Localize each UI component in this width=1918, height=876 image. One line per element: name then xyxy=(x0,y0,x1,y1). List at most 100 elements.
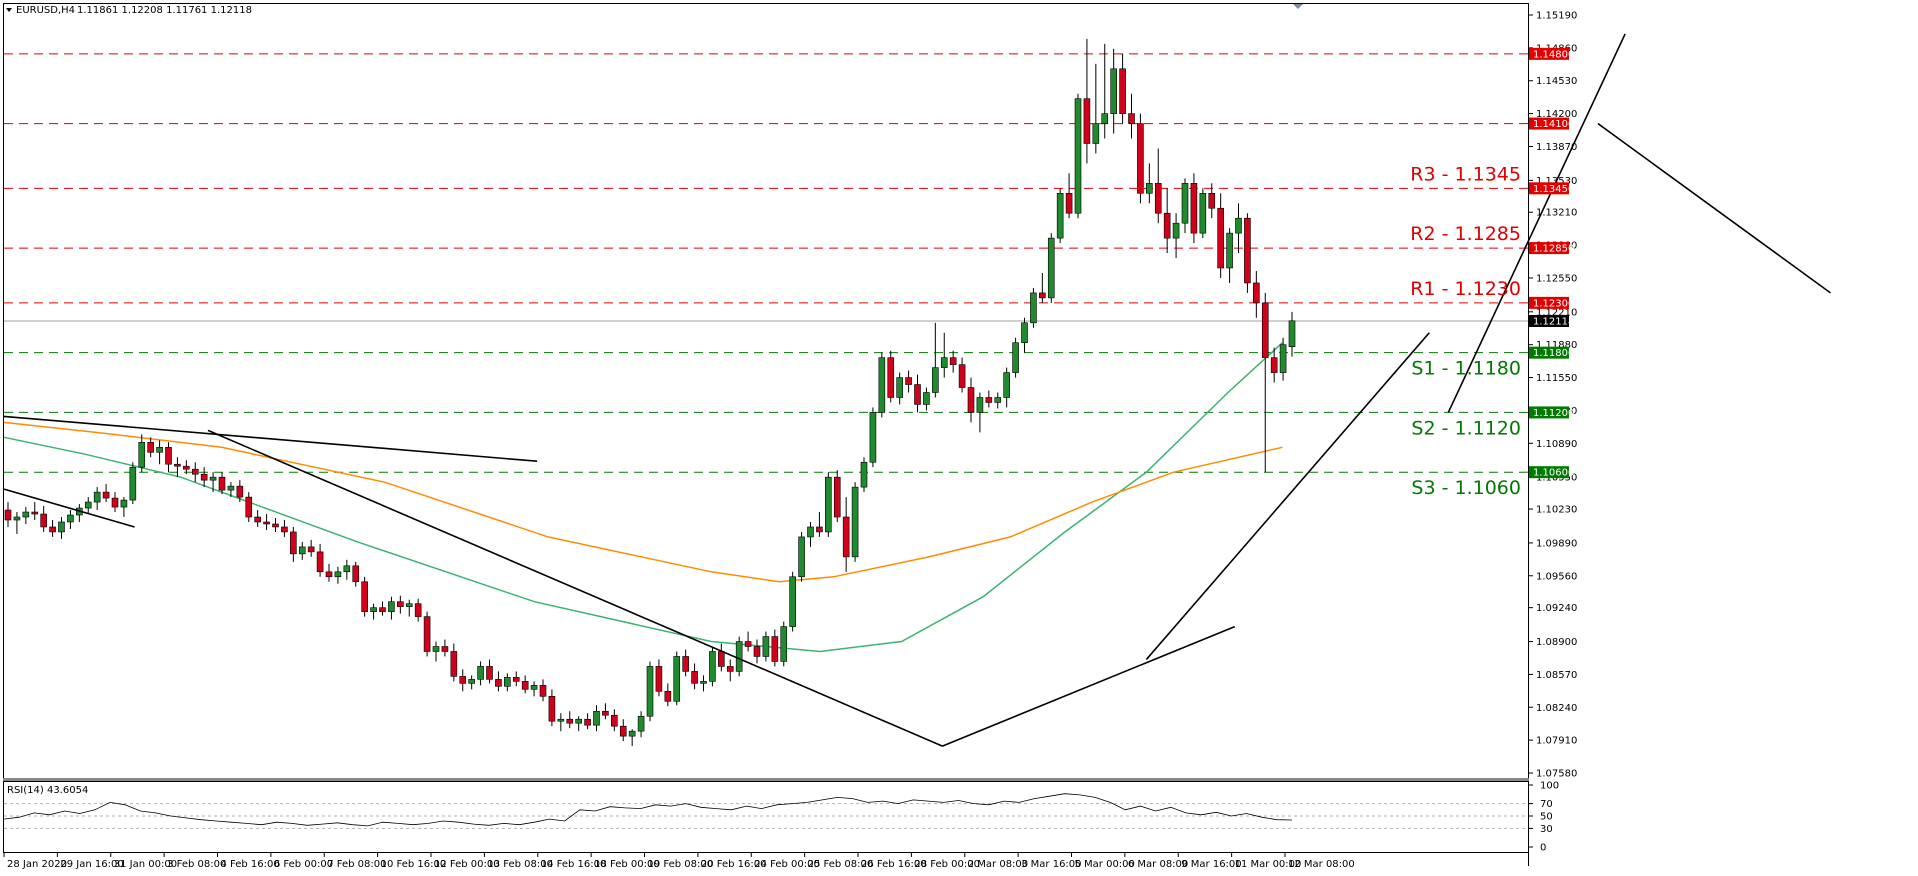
level-label-r2: R2 - 1.1285 xyxy=(1410,223,1521,245)
candle-bull xyxy=(334,571,342,578)
candle-bear xyxy=(1154,183,1162,214)
candle-bull xyxy=(1172,222,1180,239)
candle-bull xyxy=(1003,372,1010,398)
candle-bear xyxy=(744,641,752,647)
candle-bull xyxy=(878,357,886,413)
candle-bull xyxy=(84,501,92,509)
main-plot-frame xyxy=(3,3,1529,779)
time-tick-label: 29 Jan 16:00 xyxy=(60,859,123,870)
candle-bull xyxy=(628,730,636,737)
level-badge-text-r2: 1.12850 xyxy=(1533,244,1574,255)
candle-bull xyxy=(762,636,770,657)
trendline xyxy=(3,488,135,528)
candle-bull xyxy=(477,666,484,680)
scroll-marker-icon[interactable] xyxy=(1293,4,1303,9)
candle-bear xyxy=(1270,357,1278,373)
time-tick-label: 26 Feb 16:00 xyxy=(861,859,927,870)
candle-bear xyxy=(726,666,734,672)
candle-bear xyxy=(1253,282,1260,304)
trendline xyxy=(1447,33,1626,413)
candle-bear xyxy=(1261,302,1269,358)
candle-bear xyxy=(1065,192,1073,214)
price-tick-label: 1.08240 xyxy=(1536,703,1577,714)
candle-bear xyxy=(441,646,449,652)
time-tick-label: 19 Feb 08:00 xyxy=(648,859,714,870)
candle-bear xyxy=(539,685,547,697)
level-badge-text-l1480: 1.14800 xyxy=(1533,49,1574,60)
candle-bull xyxy=(637,715,645,732)
time-tick-label: 11 Mar 00:00 xyxy=(1235,859,1302,870)
price-tick-label: 1.07910 xyxy=(1536,736,1577,747)
time-tick-label: 3 Mar 16:00 xyxy=(1021,859,1081,870)
candle-bull xyxy=(1279,344,1287,373)
candle-bear xyxy=(842,516,850,558)
candle-bear xyxy=(1217,207,1224,269)
candle-bull xyxy=(156,446,163,453)
price-tick-label: 1.09890 xyxy=(1536,538,1577,549)
ohlc-readout: 1.11861 1.12208 1.11761 1.12118 xyxy=(77,5,252,16)
level-badge-r1 xyxy=(1529,296,1569,309)
candle-bull xyxy=(1012,342,1019,373)
candle-bull xyxy=(851,486,859,558)
candle-bear xyxy=(165,446,172,465)
time-tick-label: 28 Feb 00:00 xyxy=(914,859,980,870)
time-tick-label: 13 Feb 08:00 xyxy=(487,859,553,870)
level-lines xyxy=(4,53,1528,473)
price-tick-label: 1.12550 xyxy=(1536,273,1577,284)
candle-bear xyxy=(512,677,520,682)
candle-bear xyxy=(602,710,609,716)
candle-bear xyxy=(325,571,333,578)
candle-bear xyxy=(691,671,698,684)
price-tick-label: 1.10890 xyxy=(1536,439,1577,450)
price-tick-label: 1.13210 xyxy=(1536,208,1577,219)
candle-bull xyxy=(93,491,101,503)
sma-200-line xyxy=(3,421,1283,583)
chart-menu-icon[interactable] xyxy=(6,8,12,12)
candle-bull xyxy=(896,377,903,398)
trendline xyxy=(1145,332,1430,660)
candle-bull xyxy=(798,536,805,578)
rsi-tick-label: 100 xyxy=(1540,781,1559,792)
candle-bull xyxy=(1226,232,1233,269)
candle-bull xyxy=(976,397,984,413)
candle-bear xyxy=(914,384,921,405)
time-tick-label: 20 Feb 16:00 xyxy=(701,859,767,870)
price-tick-label: 1.09240 xyxy=(1536,603,1577,614)
candle-bear xyxy=(486,666,493,680)
price-tick-label: 1.09560 xyxy=(1536,571,1577,582)
level-label-s1: S1 - 1.1180 xyxy=(1411,358,1521,380)
time-tick-label: 7 Feb 08:00 xyxy=(327,859,386,870)
candle-bear xyxy=(361,581,368,612)
price-tick-label: 1.08570 xyxy=(1536,670,1577,681)
candle-bear xyxy=(111,497,119,508)
time-tick-label: 10 Feb 16:00 xyxy=(381,859,447,870)
price-tick-label: 1.08900 xyxy=(1536,637,1577,648)
candle-bear xyxy=(397,601,404,607)
last-price-badge xyxy=(1529,314,1569,327)
candle-bear xyxy=(218,476,226,491)
candle-bear xyxy=(200,473,208,481)
candle-bull xyxy=(1056,192,1064,239)
level-badge-text-l1410: 1.14100 xyxy=(1533,119,1574,130)
rsi-panel-frame xyxy=(3,781,1529,853)
candle-bull xyxy=(1110,68,1117,114)
candle-bull xyxy=(58,521,65,533)
candle-bull xyxy=(504,677,511,687)
candle-bull xyxy=(557,718,565,722)
price-tick-label: 1.11550 xyxy=(1536,373,1577,384)
candle-bear xyxy=(49,526,56,533)
level-badge-s2 xyxy=(1529,406,1569,419)
candle-bear xyxy=(655,666,663,692)
level-labels: R3 - 1.1345 R2 - 1.1285 R1 - 1.1230 S1 - 1.… xyxy=(1410,163,1521,499)
candle-bear xyxy=(236,485,244,498)
level-label-r1: R1 - 1.1230 xyxy=(1410,278,1521,300)
candle-bear xyxy=(1083,98,1091,144)
candle-bull xyxy=(370,607,377,612)
candle-bear xyxy=(548,696,556,722)
time-tick-label: 12 Feb 00:00 xyxy=(434,859,500,870)
candle-bear xyxy=(4,509,12,521)
price-tick-label: 1.13870 xyxy=(1536,142,1577,153)
candle-bear xyxy=(316,551,324,573)
